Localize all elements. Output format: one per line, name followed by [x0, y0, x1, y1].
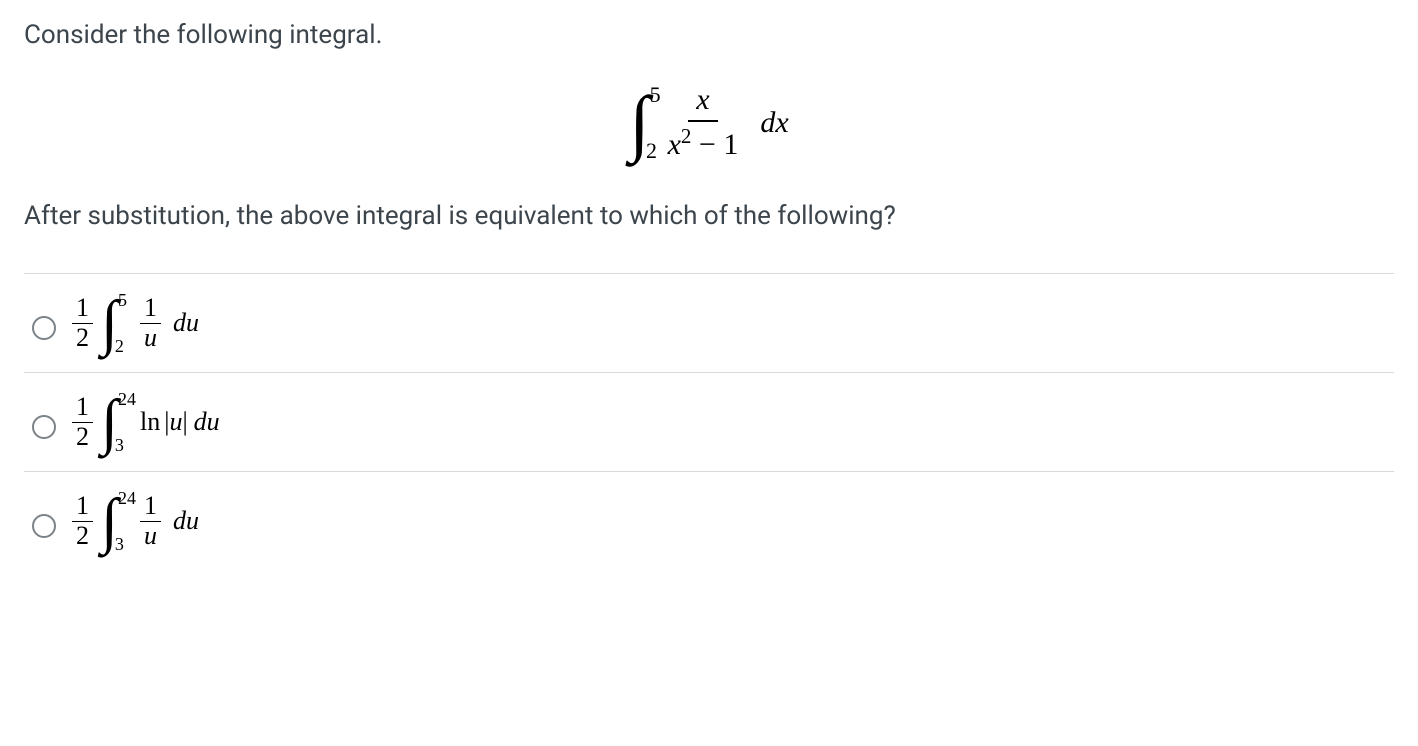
integral-symbol: ∫ 5 2 [629, 86, 649, 160]
integral-symbol: ∫ 24 3 [101, 391, 118, 453]
radio-button[interactable] [32, 316, 56, 340]
coefficient-fraction: 1 2 [72, 294, 93, 352]
fraction-denominator: x2 − 1 [660, 122, 747, 165]
differential-du: du [194, 407, 220, 437]
integrand-fraction: 1 u [140, 294, 161, 352]
option-row: 1 2 ∫ 24 3 ln |u| du [24, 373, 1394, 472]
differential-du: du [173, 308, 199, 338]
option-row: 1 2 ∫ 24 3 1 u du [24, 472, 1394, 570]
radio-button[interactable] [32, 514, 56, 538]
fraction-numerator: x [688, 80, 717, 122]
radio-button[interactable] [32, 415, 56, 439]
question-followup: After substitution, the above integral i… [24, 201, 1394, 231]
differential-dx: dx [760, 106, 788, 140]
integral-upper-limit: 5 [650, 84, 661, 106]
option-math: 1 2 ∫ 24 3 ln |u| du [72, 391, 220, 453]
integral-display: ∫ 5 2 x x2 − 1 dx [24, 80, 1394, 165]
integrand: ln |u| du [140, 407, 220, 437]
integral-symbol: ∫ 24 3 [101, 490, 118, 552]
coefficient-fraction: 1 2 [72, 393, 93, 451]
option-math: 1 2 ∫ 24 3 1 u du [72, 490, 199, 552]
integrand-fraction: x x2 − 1 [660, 80, 747, 165]
option-row: 1 2 ∫ 5 2 1 u du [24, 274, 1394, 373]
integrand: 1 u du [140, 492, 199, 550]
integrand: 1 u du [140, 294, 199, 352]
integral-lower-limit: 2 [646, 140, 657, 162]
question-prompt: Consider the following integral. [24, 20, 1394, 50]
integrand-fraction: 1 u [140, 492, 161, 550]
coefficient-fraction: 1 2 [72, 492, 93, 550]
option-math: 1 2 ∫ 5 2 1 u du [72, 292, 199, 354]
options-list: 1 2 ∫ 5 2 1 u du 1 2 [24, 273, 1394, 570]
integral-symbol: ∫ 5 2 [101, 292, 118, 354]
differential-du: du [173, 506, 199, 536]
